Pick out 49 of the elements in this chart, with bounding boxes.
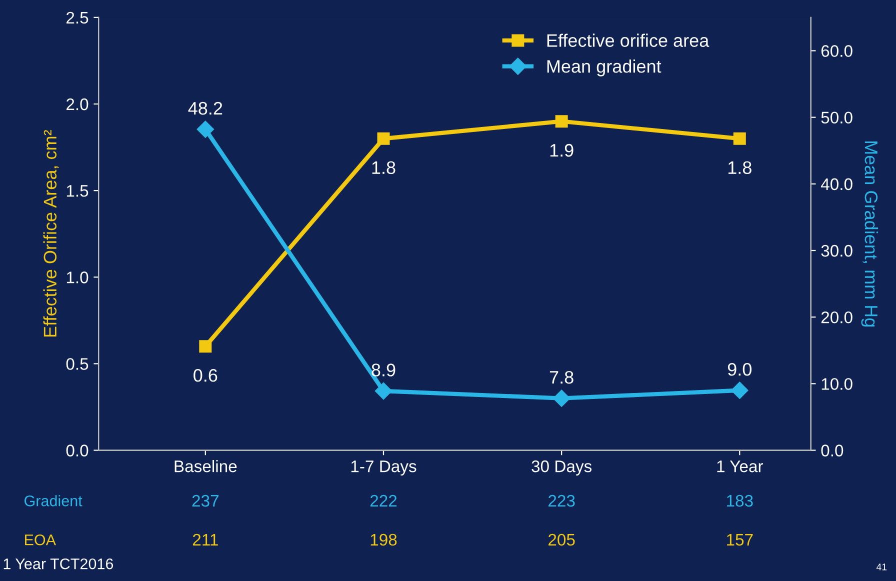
point: [553, 390, 570, 407]
x-tick-label: 30 Days: [532, 460, 592, 476]
text: 1 Year TCT2016: [4, 558, 114, 570]
y-tick-label: 0.0: [66, 444, 88, 456]
text: Gradient: [24, 495, 82, 506]
data-label: 0.6: [194, 369, 218, 382]
data-label: 8.9: [372, 364, 396, 376]
text: 222: [370, 494, 397, 507]
y2-tick-label: 40.0: [820, 178, 852, 190]
data-label: 7.8: [550, 370, 574, 384]
x-tick-label: 1-7 Days: [351, 460, 416, 476]
y2-tick-label: 0.0: [821, 444, 844, 456]
data-label: 1.8: [728, 161, 752, 174]
point: [733, 132, 746, 145]
point: [196, 120, 214, 138]
legend-label: Mean gradient: [547, 60, 662, 76]
y-tick-label: 2.5: [66, 12, 88, 24]
y2-tick-label: 20.0: [821, 311, 852, 324]
y2-tick-label: 10.0: [822, 378, 852, 390]
y-tick-label: 0.5: [66, 358, 88, 370]
point: [199, 340, 212, 353]
data-label: 1.9: [550, 144, 574, 157]
y-tick-label: 1.5: [66, 185, 88, 197]
data-label: 48.2: [188, 102, 222, 115]
data-label: 1.8: [372, 161, 396, 174]
y2-tick-label: 50.0: [821, 112, 852, 124]
data-label: 9.0: [728, 362, 752, 376]
y-axis-title: Effective Orifice Area, cm²: [43, 130, 59, 337]
y2-tick-label: 60.0: [821, 45, 852, 57]
y2-axis-title: Mean Gradient, mm Hg: [861, 142, 878, 327]
text: 41: [876, 564, 887, 570]
text: 223: [548, 494, 575, 507]
point: [731, 382, 748, 399]
text: 157: [727, 534, 753, 546]
y2-tick-label: 30.0: [821, 244, 852, 257]
y-tick-label: 1.0: [66, 272, 88, 284]
point: [555, 115, 568, 128]
text: EOA: [25, 534, 56, 546]
y-tick-label: 2.0: [66, 98, 88, 110]
text: 237: [192, 494, 218, 507]
x-tick-label: 1 Year: [717, 460, 764, 472]
point: [377, 132, 390, 145]
text: 211: [192, 534, 218, 546]
legend-label: Effective orifice area: [547, 34, 710, 47]
text: 205: [548, 534, 575, 546]
point: [374, 382, 392, 400]
text: 183: [727, 494, 753, 507]
text: 198: [370, 534, 397, 546]
x-tick-label: Baseline: [174, 460, 237, 472]
